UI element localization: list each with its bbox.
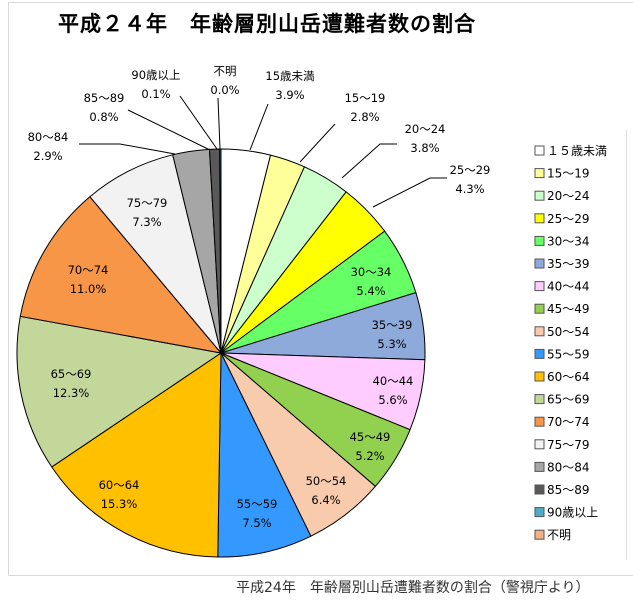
legend-swatch — [534, 507, 545, 518]
data-label-category: 15歳未満 — [265, 69, 314, 83]
legend-label: 55～59 — [547, 347, 590, 361]
legend-swatch — [534, 348, 545, 359]
legend-swatch — [534, 258, 545, 269]
leader-line — [79, 143, 176, 155]
data-label-percent: 3.9% — [275, 88, 304, 102]
legend-label: １５歳未満 — [547, 144, 607, 158]
data-label-category: 45～49 — [350, 430, 391, 444]
legend-swatch — [534, 439, 545, 450]
leader-line — [372, 177, 447, 208]
data-label-category: 40～44 — [373, 374, 414, 388]
legend-label: 20～24 — [547, 189, 590, 203]
leader-line — [341, 143, 397, 179]
legend-label: 35～39 — [547, 257, 590, 271]
legend-swatch — [534, 484, 545, 495]
data-label-percent: 4.3% — [455, 182, 484, 196]
legend-swatch — [534, 529, 545, 540]
data-label-category: 20～24 — [405, 122, 446, 136]
legend-label: 85～89 — [547, 483, 590, 497]
legend-label: 25～29 — [547, 212, 590, 226]
leader-line — [249, 103, 269, 151]
data-label-percent: 11.0% — [70, 282, 107, 296]
pie-slice — [19, 196, 223, 354]
data-label-percent: 0.8% — [89, 110, 118, 124]
data-label-category: 25～29 — [450, 163, 491, 177]
leader-line — [179, 95, 218, 150]
legend-swatch — [534, 326, 545, 337]
pie-slice — [217, 352, 312, 558]
data-label-percent: 2.9% — [33, 149, 62, 163]
legend-label: 75～79 — [547, 438, 590, 452]
data-label-percent: 5.3% — [377, 337, 406, 351]
legend-label: 15～19 — [547, 167, 590, 181]
legend-swatch — [534, 168, 545, 179]
chart-title: 平成２４年 年齢層別山岳遭難者数の割合 — [58, 12, 476, 36]
legend-swatch — [534, 461, 545, 472]
data-label-category: 15～19 — [345, 91, 386, 105]
data-label-percent: 7.5% — [242, 516, 271, 530]
legend-swatch — [534, 394, 545, 405]
data-label-percent: 0.0% — [210, 83, 239, 97]
legend-label: 45～49 — [547, 302, 590, 316]
data-label-percent: 2.8% — [350, 110, 379, 124]
data-label-category: 50～54 — [306, 474, 347, 488]
legend-swatch — [534, 213, 545, 224]
legend-swatch — [534, 303, 545, 314]
pie-slice — [51, 352, 222, 558]
legend-divider — [626, 130, 627, 560]
legend-label: 60～64 — [547, 370, 590, 384]
data-label-percent: 12.3% — [53, 386, 90, 400]
data-label-category: 85～89 — [84, 91, 125, 105]
leader-line — [127, 109, 211, 151]
chart-caption: 平成24年 年齢層別山岳遭難者数の割合（警視庁より） — [236, 580, 590, 596]
data-label-category: 不明 — [214, 64, 237, 78]
chart-frame — [8, 2, 633, 576]
data-label-percent: 3.8% — [410, 141, 439, 155]
legend-label: 70～74 — [547, 415, 590, 429]
data-label-percent: 5.6% — [378, 393, 407, 407]
legend-label: 50～54 — [547, 325, 590, 339]
data-label-percent: 7.3% — [132, 215, 161, 229]
legend-label: 不明 — [547, 528, 571, 542]
data-label-category: 35～39 — [372, 318, 413, 332]
legend-swatch — [534, 235, 545, 246]
data-label-category: 75～79 — [127, 196, 168, 210]
data-label-category: 30～34 — [351, 265, 392, 279]
data-label-percent: 5.2% — [355, 449, 384, 463]
pie-slice — [16, 315, 223, 468]
legend-label: 30～34 — [547, 234, 590, 248]
legend-swatch — [534, 281, 545, 292]
legend-label: 80～84 — [547, 460, 590, 474]
data-label-category: 60～64 — [99, 478, 140, 492]
data-label-category: 55～59 — [237, 497, 278, 511]
legend-swatch — [534, 190, 545, 201]
data-label-category: 80～84 — [28, 130, 69, 144]
leader-line — [299, 123, 336, 163]
leader-line — [217, 97, 221, 150]
legend-label: 90歳以上 — [547, 506, 598, 520]
data-label-percent: 6.4% — [311, 493, 340, 507]
data-label-category: 65～69 — [51, 367, 92, 381]
data-label-category: 70～74 — [68, 263, 109, 277]
data-label-percent: 5.4% — [356, 284, 385, 298]
legend-swatch — [534, 145, 545, 156]
data-label-percent: 0.1% — [141, 87, 170, 101]
legend-label: 40～44 — [547, 280, 590, 294]
data-label-category: 90歳以上 — [131, 68, 180, 82]
legend-label: 65～69 — [547, 393, 590, 407]
legend-swatch — [534, 371, 545, 382]
data-label-percent: 15.3% — [101, 497, 138, 511]
legend-swatch — [534, 416, 545, 427]
